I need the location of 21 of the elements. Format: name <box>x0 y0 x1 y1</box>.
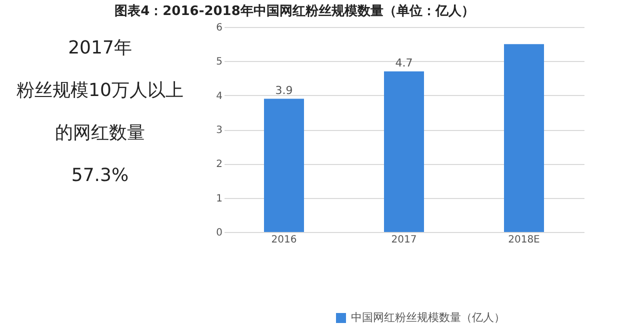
text: 的网红数量 <box>55 122 145 144</box>
bar <box>384 71 424 232</box>
x-tick-label: 2017 <box>391 234 417 246</box>
chart-title: 图表4：2016-2018年中国网红粉丝规模数量（单位：亿人） <box>114 3 474 19</box>
y-tick-label: 2 <box>216 159 222 170</box>
legend-label: 中国网红粉丝规模数量（亿人） <box>351 311 505 324</box>
data-label: 4.7 <box>395 56 413 70</box>
y-tick-label: 1 <box>216 193 222 204</box>
y-tick-label: 6 <box>216 22 222 34</box>
y-tick-label: 4 <box>216 90 222 102</box>
bar <box>264 98 304 232</box>
bar <box>504 44 544 232</box>
text: 粉丝规模10万人以上 <box>16 80 184 101</box>
x-tick-label: 2018E <box>508 234 540 246</box>
x-tick-label: 2016 <box>271 234 297 246</box>
y-tick-label: 5 <box>216 56 222 68</box>
data-label: 3.9 <box>275 84 293 97</box>
y-tick-label: 0 <box>216 228 222 238</box>
y-tick-label: 3 <box>216 125 222 136</box>
text: 57.3% <box>71 164 129 186</box>
text: 2017年 <box>68 37 132 58</box>
